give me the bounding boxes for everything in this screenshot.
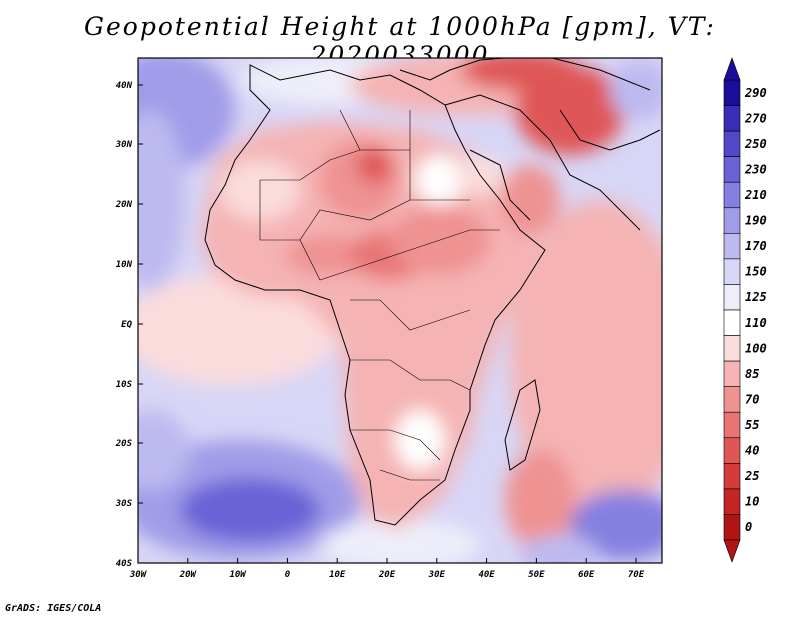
colorbar-swatch	[723, 463, 741, 490]
lon-tick-label: 30E	[428, 570, 446, 580]
colorbar-label: 10	[745, 495, 759, 509]
lat-tick-label: 30S	[115, 499, 133, 509]
lat-tick-label: 10N	[116, 260, 133, 270]
lon-tick-label: 30W	[129, 570, 148, 580]
colorbar-swatch	[723, 233, 741, 260]
map-title: Geopotential Height at 1000hPa [gpm], VT…	[84, 12, 716, 70]
colorbar-label: 25	[744, 469, 759, 483]
colorbar-label: 125	[745, 290, 767, 304]
colorbar-swatch	[723, 156, 741, 183]
lon-tick-label: 0	[285, 570, 291, 580]
lat-tick-label: 40N	[116, 81, 133, 91]
lat-tick-label: 10S	[116, 380, 133, 390]
lat-tick-label: 30N	[115, 140, 133, 150]
lat-tick-label: 20N	[115, 200, 133, 210]
lon-tick-label: 40E	[478, 570, 495, 580]
coastlines	[204, 58, 661, 526]
colorbar-label: 0	[745, 520, 752, 534]
colorbar-swatch	[723, 309, 741, 336]
lat-tick-label: EQ	[121, 320, 132, 330]
colorbar-label: 190	[745, 214, 767, 228]
colorbar-label: 70	[745, 392, 759, 406]
colorbar-swatch	[723, 514, 741, 541]
colorbar-swatch	[723, 335, 741, 362]
colorbar-label: 210	[744, 188, 767, 202]
country-borders	[259, 109, 500, 481]
colorbar-swatch	[723, 284, 741, 311]
colorbar-label: 110	[745, 316, 767, 330]
colorbar-swatch	[723, 488, 741, 515]
colorbar-swatch	[723, 411, 741, 439]
colorbar-swatch	[723, 360, 741, 387]
colorbar-label: 55	[745, 418, 759, 432]
colorbar-swatch	[723, 437, 741, 464]
colorbar-label: 150	[745, 265, 767, 279]
lat-tick-label: 40S	[116, 559, 133, 569]
colorbar-max-arrow	[723, 57, 741, 81]
lon-tick-label: 60E	[578, 570, 595, 580]
lon-tick-label: 70E	[628, 570, 645, 580]
map-frame	[137, 57, 663, 564]
lat-tick-label: 20S	[115, 439, 133, 449]
lon-tick-label: 50E	[528, 570, 545, 580]
colorbar-label: 290	[744, 86, 767, 100]
colorbar-swatch	[723, 181, 741, 209]
colorbar: 2902702502302101901701501251101008570554…	[723, 57, 767, 563]
colorbar-min-arrow	[723, 539, 741, 563]
colorbar-swatch	[723, 386, 741, 413]
colorbar-label: 40	[745, 444, 759, 458]
colorbar-swatch	[723, 258, 741, 285]
colorbar-swatch	[723, 79, 741, 106]
lon-tick-label: 10W	[229, 570, 247, 580]
colorbar-label: 250	[744, 137, 767, 151]
lon-tick-label: 10E	[329, 570, 346, 580]
colorbar-swatch	[723, 207, 741, 234]
colorbar-label: 85	[745, 367, 759, 381]
height-field	[138, 58, 662, 563]
colorbar-label: 230	[744, 162, 767, 176]
colorbar-swatch	[723, 130, 741, 157]
lon-tick-label: 20E	[378, 570, 396, 580]
colorbar-swatch	[723, 105, 741, 132]
colorbar-label: 170	[745, 239, 767, 253]
colorbar-label: 100	[745, 341, 767, 355]
credit-label: GrADS: IGES/COLA	[5, 603, 102, 614]
lon-tick-label: 20W	[179, 570, 198, 580]
colorbar-label: 270	[744, 111, 767, 125]
